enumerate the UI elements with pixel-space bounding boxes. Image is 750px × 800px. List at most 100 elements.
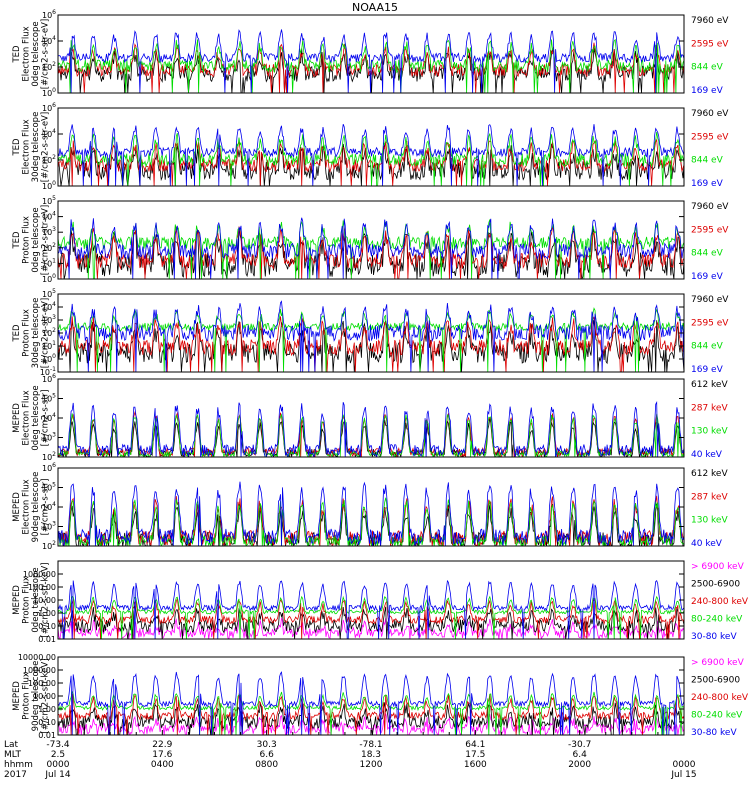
legend-entry: > 6900 keV (691, 562, 745, 572)
y-tick-label: 102 (42, 327, 56, 338)
legend-entry: 40 keV (691, 539, 723, 549)
y-tick-label: 1000.00 (23, 666, 56, 675)
y-tick-label: 105 (42, 393, 56, 404)
y-axis-title-line: 0deg telescope (31, 207, 41, 272)
y-axis-title: MEPEDElectron Flux0deg telescope[#/cm2-s… (12, 385, 51, 450)
legend-entry: 844 eV (691, 249, 724, 259)
legend-entry: 844 eV (691, 156, 724, 166)
x-row-label: hhmm (4, 760, 33, 770)
figure-title: NOAA15 (352, 1, 398, 14)
x-tick-label-mlt: 17.6 (152, 750, 172, 760)
series-line-red (58, 316, 684, 372)
y-tick-label: 10-1 (40, 366, 56, 377)
y-tick-label: 104 (42, 128, 56, 139)
y-axis-title-line: Proton Flux (21, 576, 31, 624)
legend-entry: 612 keV (691, 469, 728, 479)
y-tick-label: 102 (42, 242, 56, 253)
y-tick-label: 106 (42, 373, 56, 384)
legend-entry: 612 keV (691, 380, 728, 390)
y-axis-title-line: MEPED (12, 492, 22, 522)
legend-entry: > 6900 keV (691, 658, 745, 668)
x-tick-label-hhmm: 0400 (151, 760, 174, 770)
y-tick-label: 106 (42, 462, 56, 473)
y-axis-title-line: [#/cm2-s-str-eV] (40, 298, 50, 368)
y-axis-title-line: TED (12, 324, 22, 343)
series-line-red (58, 597, 684, 639)
y-tick-label: 102 (42, 540, 56, 551)
series-line-green (58, 219, 684, 279)
y-axis-title: TEDProton Flux30deg telescope[#/cm2-s-st… (12, 298, 51, 369)
legend-entry: 7960 eV (691, 16, 729, 26)
y-axis-title-line: TED (12, 231, 22, 250)
x-tick-label-lat: 30.3 (257, 740, 277, 750)
x-tick-label-date: Jul 15 (670, 770, 696, 780)
panel-8: 0.010.101.0010.00100.001000.0010000.00ME… (12, 653, 749, 740)
legend-entry: 844 eV (691, 63, 724, 73)
series-line-green (58, 131, 684, 186)
y-axis-title-line: 0deg telescope (31, 385, 41, 450)
x-tick-label-mlt: 2.5 (51, 750, 65, 760)
y-tick-label: 100.00 (28, 679, 56, 688)
series-line-blue (58, 124, 684, 186)
y-tick-label: 1.00 (38, 609, 56, 618)
plot-frame (57, 107, 685, 187)
y-axis-title-line: [#/cm2-s-str-eV] (40, 205, 50, 275)
x-row-label: Lat (4, 740, 19, 750)
y-axis-title-line: 0deg telescope (31, 21, 41, 86)
legend-entry: 169 eV (691, 365, 724, 375)
series-line-green (58, 307, 684, 372)
y-axis-title-line: Proton Flux (21, 672, 31, 720)
y-axis-title-line: [#/cm2-s-str] (40, 479, 50, 536)
y-axis-title-line: 90deg telescope (31, 661, 41, 732)
series-line-red (58, 692, 684, 735)
legend-entry: 7960 eV (691, 109, 729, 119)
x-tick-label-lat: -78.1 (359, 740, 382, 750)
y-tick-label: 10.00 (33, 692, 56, 701)
y-axis-title: TEDElectron Flux30deg telescope[#/cm2-s-… (12, 112, 51, 183)
x-tick-label-hhmm: 1600 (464, 760, 487, 770)
y-axis-title: MEPEDElectron Flux90deg telescope[#/cm2-… (12, 472, 51, 543)
y-axis-title-line: Electron Flux (21, 390, 31, 445)
y-tick-label: 103 (42, 521, 56, 532)
y-axis-title-line: Electron Flux (21, 26, 31, 81)
legend-entry: 240-800 keV (691, 693, 749, 703)
y-axis-title-line: 30deg telescope (31, 112, 41, 183)
series-line-blue (58, 29, 684, 93)
x-tick-label-mlt: 18.3 (361, 750, 381, 760)
y-tick-label: 100 (42, 87, 56, 98)
legend-entry: 2595 eV (691, 132, 729, 142)
x-tick-label-mlt: 6.4 (573, 750, 588, 760)
y-tick-label: 1000.00 (23, 570, 56, 579)
legend-entry: 169 eV (691, 179, 724, 189)
y-tick-label: 0.01 (38, 635, 56, 644)
y-tick-label: 100.00 (28, 583, 56, 592)
series-line-blue (58, 579, 684, 639)
series-line-black (58, 605, 684, 639)
legend-entry: 2595 eV (691, 318, 729, 328)
plot-frame (57, 200, 685, 280)
legend-entry: 287 keV (691, 403, 728, 413)
series-line-blue (58, 300, 684, 372)
y-tick-label: 103 (42, 226, 56, 237)
y-tick-label: 100 (42, 273, 56, 284)
y-tick-label: 104 (42, 412, 56, 423)
series-line-red (58, 411, 684, 457)
panel-7: 0.01 0.10 1.00 10.00 100.00 1000.00MEPEDProto… (12, 560, 749, 644)
x-row-label: MLT (4, 750, 22, 760)
legend-entry: 80-240 keV (691, 711, 743, 721)
x-tick-label-hhmm: 2000 (568, 760, 591, 770)
y-tick-label: 100 (42, 180, 56, 191)
y-axis-title-line: 90deg telescope (31, 472, 41, 543)
legend-entry: 240-800 keV (691, 597, 749, 607)
y-tick-label: 104 (42, 301, 56, 312)
y-tick-label: 103 (42, 432, 56, 443)
x-tick-label-mlt: 17.5 (465, 750, 485, 760)
y-tick-label: 102 (42, 61, 56, 72)
y-tick-label: 105 (42, 195, 56, 206)
series-line-black (58, 226, 684, 279)
legend-entry: 40 keV (691, 450, 723, 460)
